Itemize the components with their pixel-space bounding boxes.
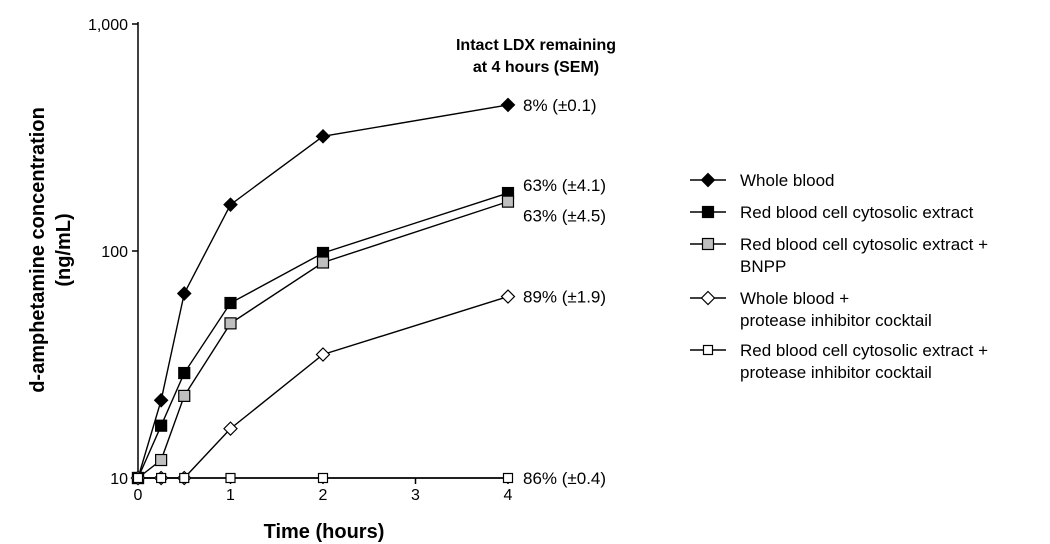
- series-line: [137, 200, 509, 479]
- data-point: [132, 472, 144, 484]
- y-axis-title-line-1: d-amphetamine concentration: [27, 107, 49, 393]
- x-tick-label: 1: [226, 487, 235, 504]
- end-label: 89% (±1.9): [523, 288, 606, 307]
- data-point: [153, 392, 169, 408]
- data-point: [155, 453, 168, 467]
- legend-marker: [700, 290, 716, 306]
- x-tick-label: 0: [134, 487, 143, 504]
- series-lines: [137, 104, 509, 479]
- y-axis-title-line-2: (ng/mL): [53, 213, 75, 286]
- legend-label: Whole blood: [740, 171, 835, 190]
- data-point: [223, 197, 238, 213]
- axis-ticks: 10 100 1,000 0 1 2 3 4: [88, 17, 513, 504]
- legend-marker: [701, 237, 715, 251]
- series-markers: [130, 97, 516, 486]
- legend-label: BNPP: [740, 257, 786, 276]
- y-tick-label: 1,000: [88, 17, 128, 34]
- data-point: [155, 419, 168, 432]
- legend-marker: [700, 172, 716, 188]
- data-point: [317, 472, 329, 484]
- data-point: [500, 97, 516, 113]
- end-labels: 8% (±0.1) 63% (±4.1) 63% (±4.5) 89% (±1.9) 8…: [523, 96, 606, 488]
- legend-label: Whole blood +: [740, 289, 849, 308]
- legend-label: Red blood cell cytosolic extract +: [740, 341, 988, 360]
- data-point: [224, 296, 237, 310]
- data-point: [315, 128, 331, 144]
- data-point: [315, 347, 331, 362]
- end-label: 63% (±4.1): [523, 176, 606, 195]
- data-point: [179, 472, 190, 484]
- legend-marker: [702, 344, 714, 356]
- series-line: [137, 192, 509, 479]
- y-tick-label: 10: [110, 471, 128, 488]
- data-point: [178, 366, 191, 380]
- data-point: [225, 472, 236, 484]
- data-point: [224, 317, 237, 330]
- data-point: [156, 472, 167, 484]
- x-axis-title: Time (hours): [264, 521, 385, 543]
- legend-label: Red blood cell cytosolic extract +: [740, 235, 988, 254]
- y-axis-title: d-amphetamine concentration (ng/mL): [27, 107, 75, 393]
- end-label: 86% (±0.4): [523, 469, 606, 488]
- annotation-title-line-1: Intact LDX remaining: [456, 37, 616, 54]
- data-point: [223, 421, 238, 436]
- x-tick-label: 3: [411, 487, 420, 504]
- legend-label: protease inhibitor cocktail: [740, 363, 932, 382]
- end-label: 8% (±0.1): [523, 96, 597, 115]
- data-point: [502, 472, 514, 484]
- data-point: [500, 289, 516, 304]
- x-tick-label: 4: [504, 487, 513, 504]
- data-point: [501, 195, 515, 208]
- legend: Whole blood Red blood cell cytosolic extr…: [690, 171, 988, 382]
- legend-label: Red blood cell cytosolic extract: [740, 203, 974, 222]
- series-line: [138, 295, 509, 479]
- data-point: [316, 256, 330, 269]
- y-tick-label: 100: [101, 244, 128, 261]
- annotation-title-line-2: at 4 hours (SEM): [473, 59, 599, 76]
- data-point: [176, 286, 192, 301]
- series-line: [137, 104, 509, 479]
- legend-marker: [701, 205, 715, 219]
- data-point: [178, 389, 191, 402]
- end-label: 63% (±4.5): [523, 207, 606, 226]
- x-tick-label: 2: [319, 487, 328, 504]
- legend-label: protease inhibitor cocktail: [740, 311, 932, 330]
